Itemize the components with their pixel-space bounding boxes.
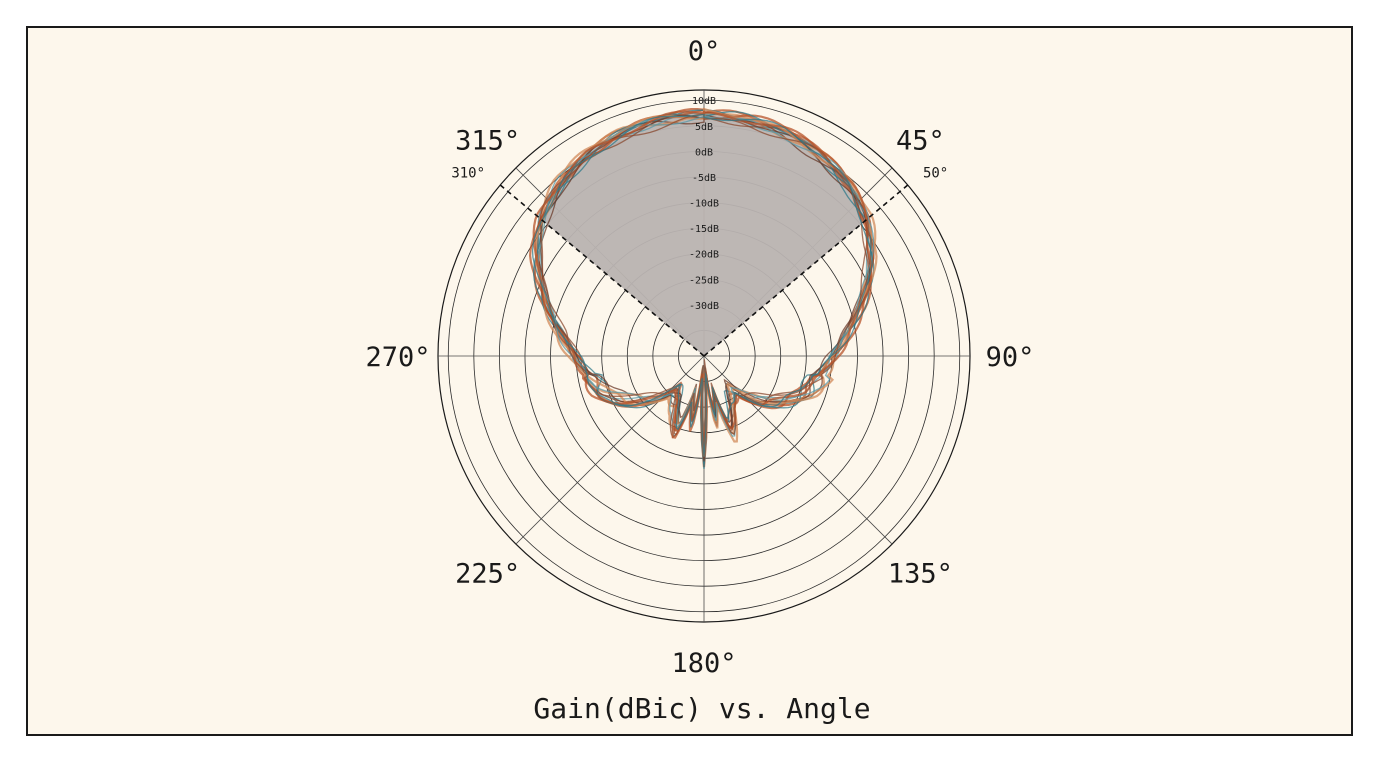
gain-trace [531, 113, 873, 458]
angle-label: 135° [888, 558, 953, 589]
angle-label: 315° [455, 126, 520, 157]
angle-label: 90° [986, 342, 1035, 373]
angle-label: 225° [455, 558, 520, 589]
sector-edge-label: 310° [451, 165, 485, 181]
sector-edge-label: 50° [923, 165, 948, 181]
angle-label: 270° [365, 342, 430, 373]
coverage-sector [540, 113, 868, 356]
radial-tick-label: 5dB [695, 122, 713, 133]
gain-traces [528, 107, 878, 469]
chart-title: Gain(dBic) vs. Angle [533, 692, 870, 725]
polar-grid [437, 89, 971, 623]
angle-label: 0° [688, 36, 721, 67]
grid-spoke [515, 355, 705, 545]
angle-label: 45° [896, 126, 945, 157]
radial-tick-label: 10dB [692, 96, 716, 107]
axis-labels: 310° 50° 0° 45° 90° 135° 180° 225° 270° 315° 10dB 5… [365, 36, 1034, 679]
radial-tick-label: -20dB [689, 250, 719, 261]
radial-tick-label: 0dB [695, 147, 713, 158]
radial-tick-label: -30dB [689, 301, 719, 312]
radial-tick-label: -25dB [689, 275, 719, 286]
radial-tick-label: -10dB [689, 199, 719, 210]
radial-tick-label: -15dB [689, 224, 719, 235]
radial-tick-label: -5dB [692, 173, 716, 184]
angle-label: 180° [671, 648, 736, 679]
sector-fill [540, 113, 868, 356]
